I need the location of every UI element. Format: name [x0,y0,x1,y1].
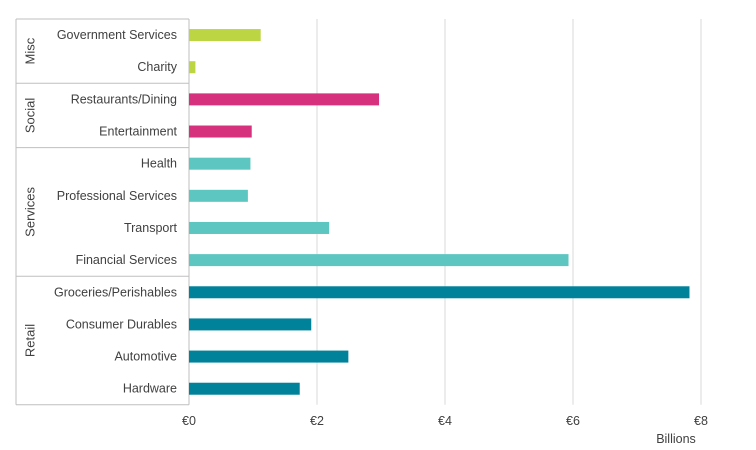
category-label: Consumer Durables [66,317,177,331]
x-tick-label: €6 [566,414,580,428]
category-label: Financial Services [76,253,177,267]
group-label: Retail [23,324,38,357]
x-unit-label: Billions [656,432,696,446]
bar [189,254,569,267]
bar [189,350,349,363]
category-label: Groceries/Perishables [54,285,177,299]
category-label: Professional Services [57,189,177,203]
bar [189,189,248,202]
bars [189,29,690,395]
bar [189,157,251,170]
x-axis-ticks: €0 €2 €4 €6 €8 [182,414,708,428]
x-tick-label: €4 [438,414,452,428]
x-tick-label: €2 [310,414,324,428]
group-label: Services [23,186,38,236]
bar [189,61,196,74]
bar [189,318,312,331]
x-tick-label: €8 [694,414,708,428]
bar [189,286,690,299]
bar [189,221,330,234]
bar [189,29,261,42]
category-label: Entertainment [99,125,177,139]
group-label: Social [23,98,38,134]
bar [189,93,380,106]
category-label: Automotive [114,350,177,364]
bar [189,382,300,395]
group-label: Misc [23,37,38,64]
category-label: Health [141,157,177,171]
category-label: Hardware [123,382,177,396]
category-label: Government Services [57,28,177,42]
category-label: Restaurants/Dining [71,92,177,106]
x-tick-label: €0 [182,414,196,428]
category-label: Charity [137,60,177,74]
category-labels: Government Services Charity Restaurants/Di… [54,28,178,396]
category-label: Transport [124,221,178,235]
group-labels: Misc Social Services Retail [23,37,38,357]
grid-lines [188,19,702,405]
bar [189,125,252,138]
group-separators [15,18,190,406]
